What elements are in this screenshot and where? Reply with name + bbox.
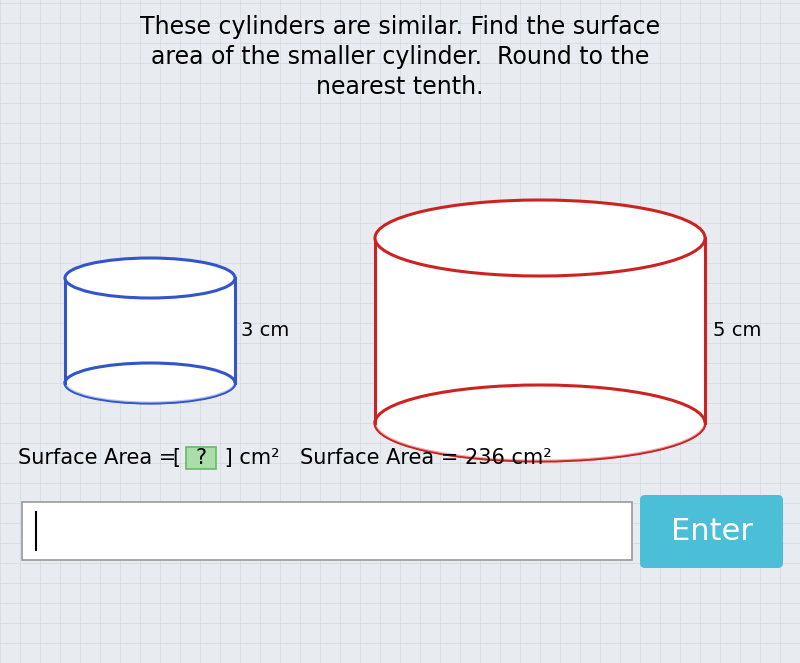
Ellipse shape — [375, 385, 705, 461]
Text: Enter: Enter — [670, 517, 753, 546]
Ellipse shape — [66, 363, 234, 402]
Polygon shape — [375, 238, 705, 423]
Text: 3 cm: 3 cm — [241, 321, 290, 340]
Ellipse shape — [65, 258, 235, 298]
Text: These cylinders are similar. Find the surface: These cylinders are similar. Find the su… — [140, 15, 660, 39]
Ellipse shape — [65, 363, 235, 403]
Text: ] cm²: ] cm² — [218, 448, 280, 468]
Polygon shape — [375, 238, 705, 423]
Ellipse shape — [375, 200, 705, 276]
Text: ?: ? — [195, 448, 206, 468]
FancyBboxPatch shape — [186, 447, 216, 469]
Text: Surface Area =: Surface Area = — [18, 448, 183, 468]
FancyBboxPatch shape — [640, 495, 783, 568]
Text: area of the smaller cylinder.  Round to the: area of the smaller cylinder. Round to t… — [151, 45, 649, 69]
Text: Surface Area = 236 cm²: Surface Area = 236 cm² — [300, 448, 552, 468]
Ellipse shape — [375, 385, 705, 461]
Text: 5 cm: 5 cm — [713, 321, 762, 340]
Text: nearest tenth.: nearest tenth. — [316, 75, 484, 99]
Polygon shape — [65, 278, 235, 383]
FancyBboxPatch shape — [22, 502, 632, 560]
Polygon shape — [65, 278, 235, 383]
Text: [: [ — [173, 448, 188, 468]
